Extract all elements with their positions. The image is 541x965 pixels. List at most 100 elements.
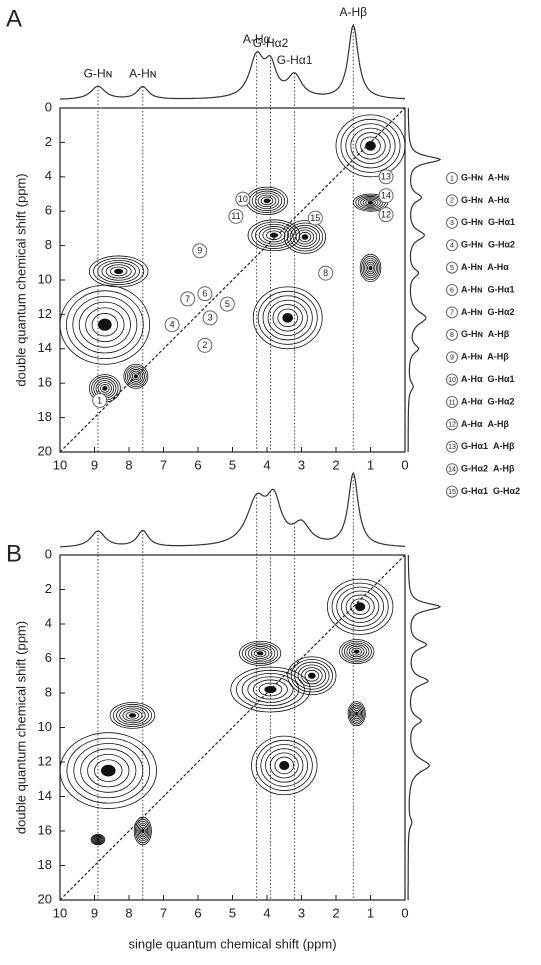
annotation-circle [378, 188, 394, 204]
legend-marker [446, 373, 458, 386]
y-tick-label: 2 [45, 581, 52, 596]
x-tick-label: 8 [125, 457, 132, 472]
panel-label: A [6, 5, 22, 32]
contour-ring [247, 646, 273, 661]
projection-top [59, 23, 405, 100]
contour-ring [352, 708, 361, 720]
contour-ring [345, 123, 396, 169]
contour-ring [326, 578, 394, 635]
y-tick-label: 4 [45, 168, 52, 183]
assignment-label: G-Hα2 [253, 36, 289, 50]
contour-ring [91, 313, 119, 337]
legend-label: G-Hα2 A-Hβ [461, 464, 515, 474]
x-tick-label: 10 [53, 457, 67, 472]
contour-ring [126, 367, 145, 386]
legend-label: G-Hɴ G-Hα1 [461, 217, 515, 227]
legend-marker [446, 306, 458, 319]
contour-ring [283, 220, 327, 254]
contour-ring [304, 669, 320, 682]
legend-number: 15 [448, 489, 456, 496]
contour-ring [295, 229, 315, 245]
y-tick-label: 0 [45, 546, 52, 561]
contour-ring [251, 735, 318, 796]
contour-ring [361, 255, 380, 281]
annotation-number: 8 [323, 268, 328, 278]
projection-right [407, 554, 442, 900]
contour-ring [132, 372, 140, 381]
contour-ring [290, 659, 333, 693]
contour-ring [263, 198, 271, 204]
x-tick-label: 1 [367, 905, 374, 920]
legend-marker [446, 194, 458, 207]
annotation-circle [202, 310, 218, 326]
contour-ring [93, 836, 103, 843]
contour-ring [66, 290, 144, 360]
annotation-number: 14 [381, 191, 391, 201]
annotation-number: 15 [310, 213, 320, 223]
annotation-number: 11 [231, 211, 240, 221]
contour-ring [72, 296, 138, 354]
annotation-number: 2 [202, 340, 207, 350]
x-tick-label: 3 [298, 457, 305, 472]
contour-ring [138, 824, 147, 838]
contour-ring [250, 647, 270, 659]
legend-label: A-Hɴ A-Hα [461, 262, 509, 272]
contour-ring [294, 661, 330, 690]
x-tick-label: 1 [367, 457, 374, 472]
projection-right [407, 108, 442, 452]
annotation-circle [219, 296, 235, 312]
contour-ring [92, 835, 104, 844]
y-tick-label: 14 [38, 340, 52, 355]
y-tick-label: 8 [45, 684, 52, 699]
x-tick-label: 6 [194, 905, 201, 920]
y-tick-label: 20 [38, 443, 52, 458]
projection-top [59, 471, 405, 548]
legend-marker [446, 351, 458, 364]
y-axis-label: double quantum chemical shift (ppm) [13, 173, 28, 386]
contour-ring [112, 703, 153, 727]
legend-label: A-Hα G-Hα1 [461, 374, 515, 384]
contour-ring [133, 374, 139, 379]
contour-ring [80, 748, 137, 793]
contour-ring [96, 838, 100, 841]
contour-ring [362, 257, 379, 279]
contour-ring [350, 598, 370, 616]
contour-ring [125, 711, 140, 720]
x-axis-label: single quantum chemical shift (ppm) [128, 936, 336, 951]
x-tick-label: 9 [91, 457, 98, 472]
contour-ring [277, 308, 298, 328]
panel-label: B [6, 540, 22, 567]
legend-number: 14 [448, 467, 456, 474]
legend-number: 2 [450, 198, 454, 205]
contour-ring [345, 594, 375, 619]
contour-ring [353, 649, 360, 654]
legend-marker [446, 418, 458, 431]
contour-ring [365, 141, 376, 151]
contour-ring [367, 263, 374, 273]
annotation-circle [318, 265, 334, 281]
legend-marker [446, 485, 458, 498]
legend-marker [446, 328, 458, 341]
y-tick-label: 16 [38, 375, 52, 390]
contour-ring [257, 290, 318, 345]
contour-ring [258, 682, 283, 697]
contour-ring [265, 748, 304, 783]
x-tick-label: 7 [160, 905, 167, 920]
contour-ring [341, 590, 380, 623]
assignment-label: A-Hɴ [129, 67, 156, 81]
legend-marker [446, 463, 458, 476]
contour-ring [365, 261, 376, 275]
contour-ring [236, 669, 305, 710]
contour-ring [368, 265, 373, 271]
contour-ring [289, 224, 321, 250]
contour-ring [93, 257, 145, 286]
legend-label: A-Hɴ G-Hα1 [461, 284, 515, 294]
contour-ring [139, 826, 146, 836]
contour-ring [87, 753, 130, 788]
contour-ring [119, 707, 146, 724]
legend-label: A-Hα A-Hβ [461, 419, 510, 429]
contour-ring [347, 701, 366, 727]
contour-ring [102, 385, 108, 391]
y-tick-label: 4 [45, 615, 52, 630]
x-tick-label: 5 [229, 905, 236, 920]
